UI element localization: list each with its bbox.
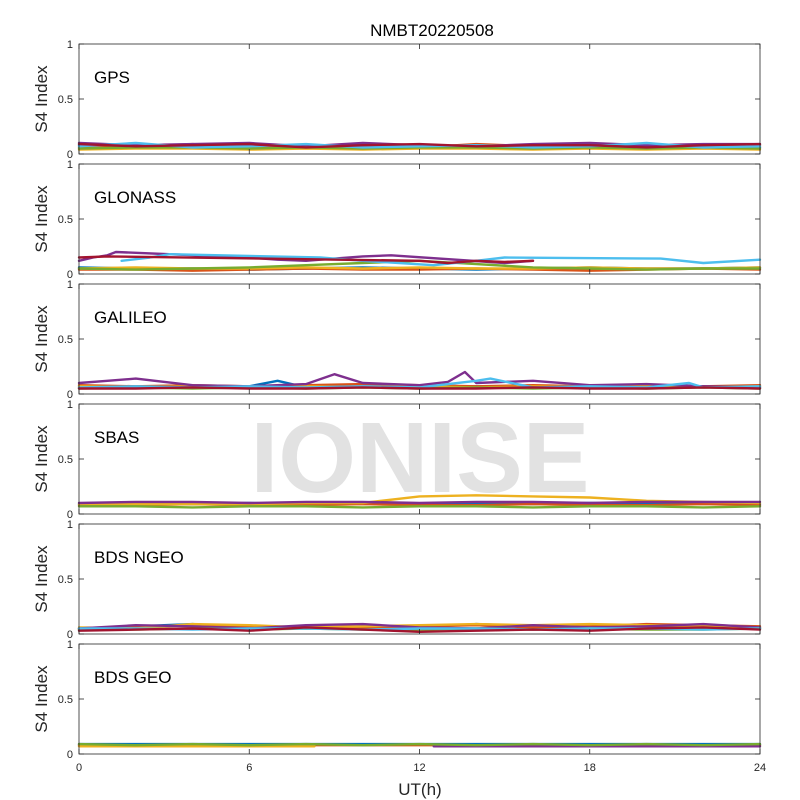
y-tick-label: 0.5 [58, 214, 73, 226]
y-tick-label: 1 [67, 519, 73, 531]
plot-area [79, 524, 760, 634]
y-axis-label: S4 Index [32, 425, 51, 493]
x-tick-label: 6 [246, 762, 252, 774]
series-line [77, 370, 762, 389]
y-tick-label: 1 [67, 39, 73, 51]
figure-title: NMBT20220508 [370, 21, 494, 40]
series-group [77, 141, 762, 151]
plot-area [79, 644, 760, 754]
y-axis-label: S4 Index [32, 305, 51, 373]
y-tick-label: 0 [67, 389, 73, 401]
panel-5: 0 0.5 1 0 6 12 18 24 BDS GEO S4 Index [32, 639, 766, 774]
panel-0: 0 0.5 1 GPS S4 Index [32, 39, 762, 161]
panel-label: GPS [94, 68, 130, 87]
series-line [77, 386, 762, 390]
series-line [77, 742, 762, 747]
x-tick-label: 0 [76, 762, 82, 774]
plot-area [79, 44, 760, 154]
series-group [77, 250, 762, 272]
series-line [77, 255, 535, 265]
panels: 0 0.5 1 GPS S4 Index 0 0.5 1 GLONASS S4 Index 0 0.5… [32, 39, 766, 774]
y-tick-label: 0 [67, 509, 73, 521]
y-axis-label: S4 Index [32, 185, 51, 253]
series-group [77, 742, 762, 748]
watermark: IONISE [251, 402, 590, 514]
y-tick-label: 0 [67, 149, 73, 161]
y-axis-label: S4 Index [32, 665, 51, 733]
panel-label: SBAS [94, 428, 139, 447]
panel-1: 0 0.5 1 GLONASS S4 Index [32, 159, 762, 281]
y-axis-label: S4 Index [32, 65, 51, 133]
x-axis-label: UT(h) [398, 780, 441, 799]
y-tick-label: 1 [67, 159, 73, 171]
panel-label: BDS GEO [94, 668, 171, 687]
y-tick-label: 0.5 [58, 694, 73, 706]
panel-label: BDS NGEO [94, 548, 184, 567]
series-line [77, 141, 762, 149]
y-tick-label: 0.5 [58, 94, 73, 106]
y-axis-label: S4 Index [32, 545, 51, 613]
y-tick-label: 1 [67, 279, 73, 291]
series-line [77, 142, 762, 149]
series-group [77, 494, 762, 509]
series-line [77, 500, 762, 505]
series-group [77, 370, 762, 390]
panel-4: 0 0.5 1 BDS NGEO S4 Index [32, 519, 762, 641]
y-tick-label: 1 [67, 639, 73, 651]
series-line [120, 252, 762, 267]
series-line [77, 505, 762, 509]
x-tick-label: 18 [584, 762, 596, 774]
panel-3: 0 0.5 1 SBAS S4 Index [32, 399, 762, 521]
plot-area [79, 284, 760, 394]
x-tick-label: 12 [413, 762, 425, 774]
y-tick-label: 0 [67, 749, 73, 761]
x-tick-label: 24 [754, 762, 766, 774]
y-tick-label: 0 [67, 269, 73, 281]
y-tick-label: 0 [67, 629, 73, 641]
panel-label: GALILEO [94, 308, 167, 327]
y-tick-label: 1 [67, 399, 73, 411]
panel-2: 0 0.5 1 GALILEO S4 Index [32, 279, 762, 401]
y-tick-label: 0.5 [58, 334, 73, 346]
y-tick-label: 0.5 [58, 574, 73, 586]
y-tick-label: 0.5 [58, 454, 73, 466]
panel-label: GLONASS [94, 188, 176, 207]
